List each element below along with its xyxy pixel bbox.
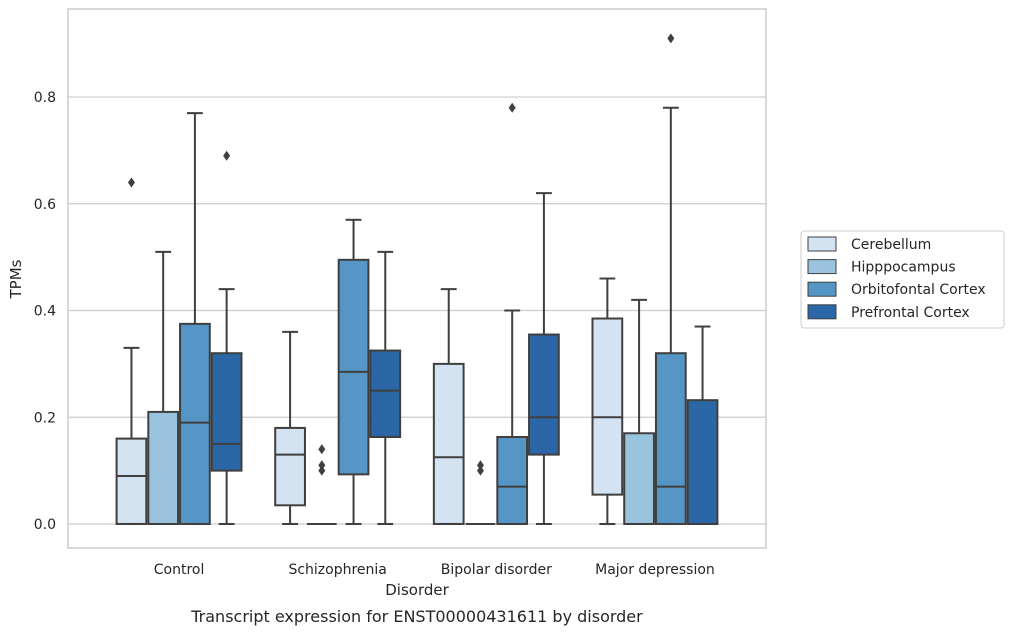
legend-swatch [807, 304, 837, 320]
box [147, 410, 180, 525]
box [496, 435, 529, 525]
y-tick-label: 0.0 [34, 517, 56, 533]
box-group [623, 298, 655, 525]
y-tick-labels: 0.0 0.2 0.4 0.6 0.8 [34, 90, 56, 533]
legend-label: Hipppocampus [851, 260, 956, 276]
box-groups [115, 33, 719, 525]
box [623, 432, 655, 525]
box [654, 352, 687, 525]
x-axis-label: Disorder [385, 581, 449, 599]
x-tick-label: Schizophrenia [288, 562, 386, 578]
box-group [147, 250, 180, 525]
box-group [115, 177, 148, 525]
outlier-point [318, 465, 326, 476]
box-group [496, 102, 529, 525]
box-group [306, 444, 337, 525]
outlier-point [127, 177, 135, 188]
outlier-point [223, 150, 231, 161]
box [210, 352, 243, 472]
legend-frame [800, 230, 1005, 329]
legend-swatch [807, 281, 837, 297]
box [528, 333, 560, 456]
box-group [432, 288, 465, 525]
box [115, 437, 148, 525]
box [432, 362, 465, 525]
outlier-point [508, 102, 516, 113]
y-tick-label: 0.8 [34, 90, 56, 106]
y-tick-label: 0.4 [34, 304, 56, 320]
box-group [465, 460, 496, 525]
box-group [686, 325, 719, 525]
x-tick-label: Bipolar disorder [441, 562, 552, 578]
outlier-point [476, 460, 484, 471]
box [591, 317, 624, 496]
y-axis-label: TPMs [7, 259, 25, 299]
box [369, 349, 402, 438]
box [274, 426, 306, 507]
outlier-point [318, 460, 326, 471]
box [179, 322, 211, 525]
outlier-point [667, 33, 675, 44]
plot-area-frame [67, 8, 767, 549]
box-group [210, 150, 243, 525]
legend-swatch [807, 259, 837, 275]
box-group [654, 33, 687, 525]
box [686, 399, 719, 525]
legend: Cerebellum Hipppocampus Orbitofontal Corte… [800, 230, 1005, 329]
box-group [369, 250, 402, 525]
box-group [179, 112, 211, 525]
chart-caption: Transcript expression for ENST0000043161… [190, 607, 643, 626]
box-group [591, 277, 624, 525]
box [337, 258, 370, 476]
box-group [528, 192, 560, 525]
outlier-point [318, 444, 326, 455]
x-tick-labels: Control Schizophrenia Bipolar disorder Majo… [154, 562, 715, 578]
x-tick-label: Major depression [595, 562, 715, 578]
outlier-point [476, 465, 484, 476]
legend-swatch [807, 236, 837, 252]
legend-label: Cerebellum [851, 237, 931, 253]
box-group [274, 330, 306, 525]
legend-label: Prefrontal Cortex [851, 305, 970, 321]
x-tick-label: Control [154, 562, 205, 578]
box-group [337, 218, 370, 525]
legend-label: Orbitofontal Cortex [851, 282, 986, 298]
y-tick-label: 0.6 [34, 197, 56, 213]
y-tick-label: 0.2 [34, 410, 56, 426]
